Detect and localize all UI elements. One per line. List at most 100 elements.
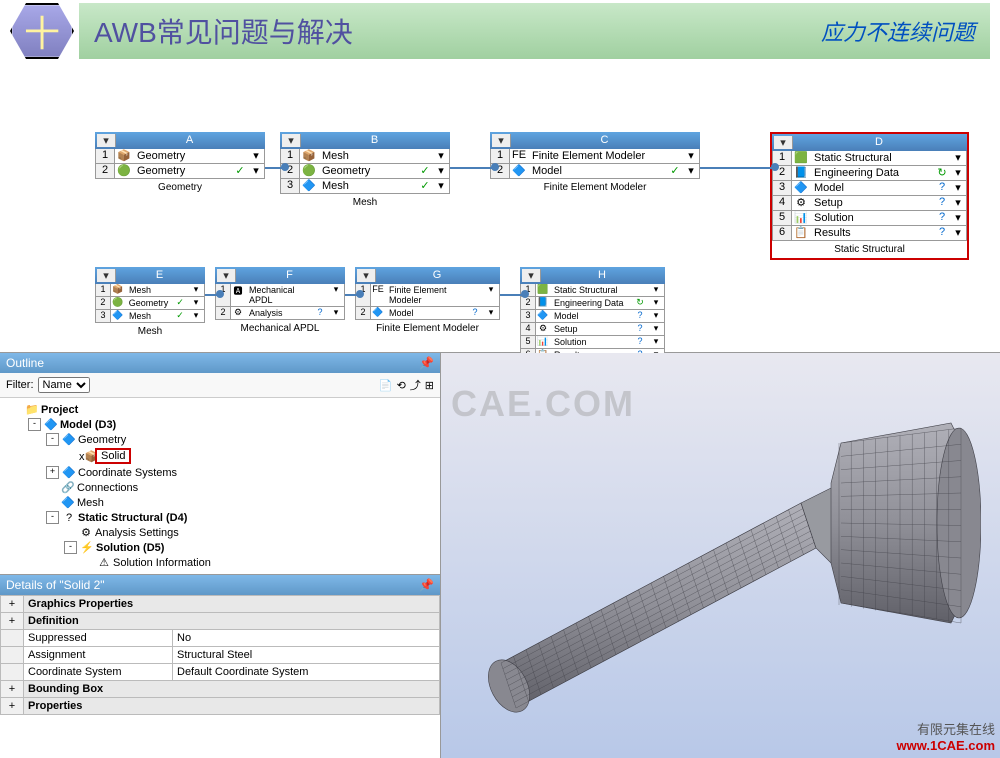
toolbar-icon[interactable]: ⟲ [397,379,406,392]
tree-icon: 🔷 [61,496,75,509]
system-col-label: H [541,269,663,282]
system-dropdown-icon[interactable]: ▾ [774,136,793,149]
details-title: Details of "Solid 2" [6,578,105,592]
prop-value[interactable]: Structural Steel [173,647,440,664]
system-box-G[interactable]: ▾G1FEFinite Element Modeler▾2🔷Model?▾Fin… [355,267,500,337]
system-row[interactable]: 2⚙Analysis?▾ [215,307,345,320]
system-row[interactable]: 1📦Mesh▾ [280,149,450,164]
system-dropdown-icon[interactable]: ▾ [357,269,376,282]
system-row[interactable]: 2📘Engineering Data↻▾ [520,297,665,310]
toolbar-icon[interactable]: 📄 [379,379,393,392]
panel-pin-icon[interactable]: 📌 [419,356,434,370]
system-box-E[interactable]: ▾E1📦Mesh▾2🟢Geometry✓▾3🔷Mesh✓▾Mesh [95,267,205,340]
tree-node[interactable]: -?Static Structural (D4) [2,510,438,525]
system-box-C[interactable]: ▾C1FEFinite Element Modeler▾2🔷Model✓▾Fin… [490,132,700,196]
system-col-label: D [793,136,965,149]
details-row[interactable]: +Definition [1,613,440,630]
tree-node[interactable]: 📁Project [2,402,438,417]
cell-icon: 📋 [792,226,810,240]
details-row[interactable]: AssignmentStructural Steel [1,647,440,664]
tree-node[interactable]: ⚠Solution Information [2,555,438,570]
details-row[interactable]: +Graphics Properties [1,596,440,613]
system-row[interactable]: 4⚙Setup?▾ [772,196,967,211]
system-row[interactable]: 3🔷Model?▾ [772,181,967,196]
system-row[interactable]: 2🟢Geometry✓▾ [280,164,450,179]
tree-icon: ⚙ [79,526,93,539]
system-box-F[interactable]: ▾F1🅰Mechanical APDL▾2⚙Analysis?▾Mechanic… [215,267,345,337]
toolbar-icon[interactable]: ⤴ [410,377,421,393]
details-title-bar: Details of "Solid 2" 📌 [0,575,440,595]
cell-icon: 🔷 [300,179,318,193]
cell-icon: 🟢 [111,297,125,309]
filter-select[interactable]: Name [38,377,90,393]
system-row[interactable]: 1🅰Mechanical APDL▾ [215,284,345,307]
system-dropdown-icon[interactable]: ▾ [97,134,116,147]
details-grid[interactable]: +Graphics Properties+DefinitionSuppresse… [0,595,440,715]
page-title: AWB常见问题与解决 [94,11,353,51]
expand-all-icon[interactable]: ⊞ [425,379,434,392]
status-icon: ? [467,307,483,319]
system-dropdown-icon[interactable]: ▾ [97,269,116,282]
system-row[interactable]: 2🔷Model?▾ [355,307,500,320]
tree-node[interactable]: -⚡Solution (D5) [2,540,438,555]
expand-icon[interactable]: + [1,698,24,715]
details-row[interactable]: +Properties [1,698,440,715]
filter-label: Filter: [6,379,34,391]
tree-node[interactable]: x📦Solid [2,447,438,465]
system-dropdown-icon[interactable]: ▾ [217,269,236,282]
system-dropdown-icon[interactable]: ▾ [522,269,541,282]
tree-expander[interactable]: + [46,466,59,479]
expand-icon[interactable]: + [1,681,24,698]
system-row[interactable]: 1📦Geometry▾ [95,149,265,164]
tree-label: Solution (D5) [96,542,164,554]
system-row[interactable]: 2🟢Geometry✓▾ [95,297,205,310]
details-row[interactable]: Coordinate SystemDefault Coordinate Syst… [1,664,440,681]
expand-icon[interactable]: + [1,613,24,630]
system-row[interactable]: 3🔷Model?▾ [520,310,665,323]
tree-node[interactable]: -🔷Model (D3) [2,417,438,432]
system-box-B[interactable]: ▾B1📦Mesh▾2🟢Geometry✓▾3🔷Mesh✓▾Mesh [280,132,450,211]
system-row[interactable]: 1FEFinite Element Modeler▾ [490,149,700,164]
system-row[interactable]: 3🔷Mesh✓▾ [95,310,205,323]
tree-node[interactable]: -🔷Geometry [2,432,438,447]
system-dropdown-icon[interactable]: ▾ [492,134,511,147]
tree-node[interactable]: 🔷Mesh [2,495,438,510]
tree-expander[interactable]: - [46,433,59,446]
system-box-A[interactable]: ▾A1📦Geometry▾2🟢Geometry✓▾Geometry [95,132,265,196]
details-row[interactable]: +Bounding Box [1,681,440,698]
tree-expander[interactable]: - [64,541,77,554]
cell-icon: 🔷 [111,310,125,322]
3d-viewer[interactable]: CAE.COM 有限元集在线 www.1CAE.com [441,353,1000,758]
tree-node[interactable]: ⚙Analysis Settings [2,525,438,540]
status-icon: ✓ [232,164,248,178]
system-box-D[interactable]: ▾D 1🟩Static Structural▾2📘Engineering Data… [770,132,969,260]
tree-node[interactable]: 🔗Connections [2,480,438,495]
tree-node[interactable]: +🔷Coordinate Systems [2,465,438,480]
system-row[interactable]: 3🔷Mesh✓▾ [280,179,450,194]
system-dropdown-icon[interactable]: ▾ [282,134,301,147]
system-row[interactable]: 2🔷Model✓▾ [490,164,700,179]
system-row[interactable]: 1📦Mesh▾ [95,284,205,297]
tree-icon: ? [62,512,76,524]
system-row[interactable]: 6📋Results?▾ [772,226,967,241]
prop-value[interactable]: No [173,630,440,647]
prop-value[interactable]: Default Coordinate System [173,664,440,681]
system-row[interactable]: 1FEFinite Element Modeler▾ [355,284,500,307]
panel-pin-icon[interactable]: 📌 [419,578,434,592]
system-row[interactable]: 5📊Solution?▾ [520,336,665,349]
tree-expander[interactable]: - [46,511,59,524]
cell-icon: 📘 [792,166,810,180]
system-row[interactable]: 2📘Engineering Data↻▾ [772,166,967,181]
system-row[interactable]: 4⚙Setup?▾ [520,323,665,336]
system-row[interactable]: 1🟩Static Structural▾ [520,284,665,297]
outline-tree[interactable]: 📁Project-🔷Model (D3)-🔷Geometryx📦Solid+🔷C… [0,398,440,574]
tree-icon: x📦 [79,450,93,463]
status-icon: ↻ [934,166,950,180]
system-row[interactable]: 1🟩Static Structural▾ [772,151,967,166]
system-row[interactable]: 5📊Solution?▾ [772,211,967,226]
tree-label: Project [41,404,78,416]
expand-icon[interactable]: + [1,596,24,613]
tree-expander[interactable]: - [28,418,41,431]
details-row[interactable]: SuppressedNo [1,630,440,647]
system-row[interactable]: 2🟢Geometry✓▾ [95,164,265,179]
